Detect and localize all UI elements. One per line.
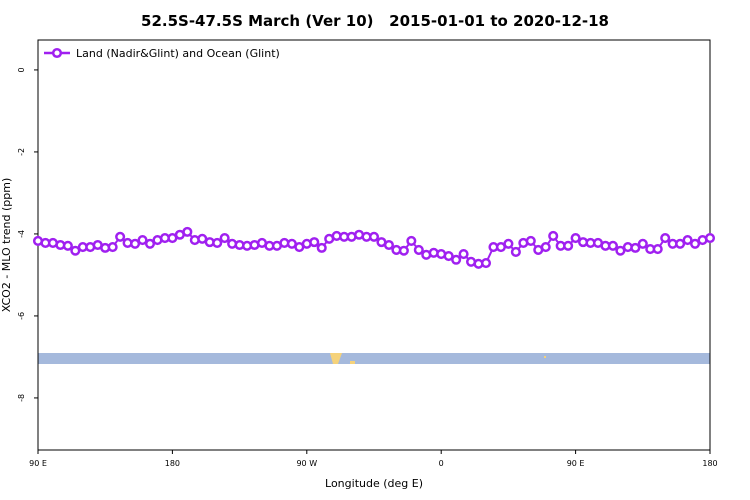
point bbox=[70, 245, 81, 256]
point bbox=[458, 248, 469, 260]
point bbox=[107, 242, 118, 253]
point bbox=[615, 245, 626, 256]
point bbox=[607, 240, 618, 251]
x-tick-label: 180 bbox=[165, 459, 180, 468]
point bbox=[510, 246, 521, 258]
point bbox=[480, 257, 492, 269]
point bbox=[503, 238, 514, 249]
point bbox=[137, 235, 148, 246]
point bbox=[309, 237, 320, 248]
point bbox=[316, 242, 327, 253]
y-tick-label: -6 bbox=[17, 312, 26, 320]
point bbox=[383, 239, 394, 251]
x-tick-label: 180 bbox=[702, 459, 717, 468]
point bbox=[398, 245, 409, 256]
point bbox=[443, 251, 454, 262]
point bbox=[675, 238, 686, 249]
y-tick-label: -8 bbox=[17, 394, 26, 402]
point bbox=[212, 237, 223, 248]
point bbox=[413, 244, 424, 255]
point bbox=[563, 240, 574, 251]
point bbox=[130, 238, 141, 249]
point bbox=[368, 231, 380, 242]
point bbox=[548, 230, 559, 242]
point bbox=[525, 235, 536, 246]
point bbox=[630, 242, 641, 253]
point bbox=[219, 232, 230, 244]
point bbox=[451, 254, 462, 265]
legend-marker bbox=[51, 47, 63, 59]
point bbox=[144, 238, 156, 249]
point bbox=[406, 235, 417, 246]
y-tick-label: -2 bbox=[17, 148, 26, 156]
y-tick-label: 0 bbox=[17, 67, 26, 72]
point bbox=[540, 242, 551, 253]
x-tick-label: 90 E bbox=[29, 459, 47, 468]
point bbox=[62, 240, 73, 251]
legend-label: Land (Nadir&Glint) and Ocean (Glint) bbox=[76, 47, 280, 60]
point bbox=[570, 232, 581, 244]
point bbox=[637, 238, 648, 249]
x-tick-label: 90 W bbox=[296, 459, 317, 468]
point bbox=[652, 244, 663, 255]
point bbox=[704, 232, 716, 244]
x-tick-label: 90 E bbox=[567, 459, 585, 468]
point bbox=[690, 238, 701, 249]
point bbox=[115, 231, 126, 242]
x-tick-label: 0 bbox=[439, 459, 444, 468]
chart-title: 52.5S-47.5S March (Ver 10) 2015-01-01 to… bbox=[141, 12, 609, 30]
y-tick-label: -4 bbox=[17, 230, 26, 238]
map-strip bbox=[38, 353, 710, 364]
point bbox=[682, 235, 693, 246]
y-axis-label: XCO2 - MLO trend (ppm) bbox=[0, 178, 13, 313]
point bbox=[660, 232, 671, 244]
x-axis-label: Longitude (deg E) bbox=[325, 477, 423, 490]
point bbox=[182, 226, 193, 237]
